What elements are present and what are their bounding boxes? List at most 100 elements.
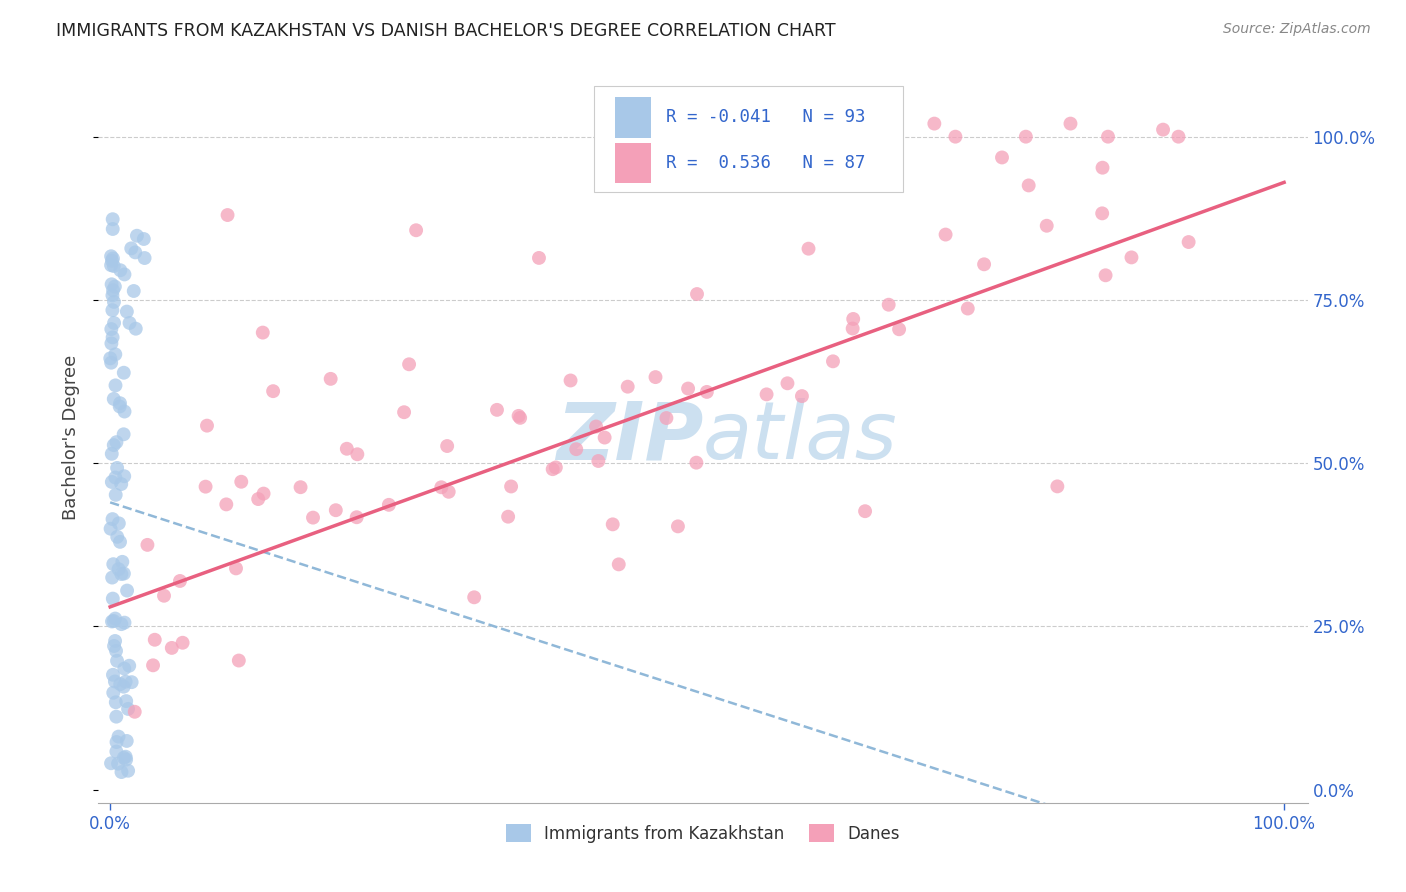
Point bbox=[541, 462, 564, 476]
Point bbox=[112, 366, 135, 380]
Point bbox=[508, 409, 530, 423]
Point bbox=[973, 257, 995, 271]
Point bbox=[544, 460, 567, 475]
Point bbox=[100, 356, 122, 370]
Point bbox=[1018, 178, 1040, 193]
Point bbox=[509, 410, 531, 425]
Point bbox=[336, 442, 359, 456]
Point bbox=[110, 263, 132, 277]
Point bbox=[103, 639, 125, 653]
Point bbox=[115, 734, 138, 748]
Point bbox=[108, 400, 131, 414]
Point bbox=[105, 735, 128, 749]
Point bbox=[125, 228, 148, 243]
Point bbox=[252, 486, 274, 500]
Point bbox=[101, 591, 124, 606]
Point bbox=[108, 534, 131, 549]
Text: R = -0.041   N = 93: R = -0.041 N = 93 bbox=[665, 109, 865, 127]
Point bbox=[112, 566, 135, 581]
Point bbox=[112, 751, 135, 765]
Point bbox=[436, 439, 458, 453]
Point bbox=[430, 480, 453, 494]
Point bbox=[225, 561, 247, 575]
Point bbox=[169, 574, 191, 588]
Point bbox=[956, 301, 979, 316]
Point bbox=[105, 654, 128, 668]
Point bbox=[1152, 122, 1174, 136]
Point bbox=[104, 347, 127, 361]
Point bbox=[1177, 235, 1199, 249]
Point bbox=[644, 370, 666, 384]
Point bbox=[121, 675, 143, 690]
Text: Source: ZipAtlas.com: Source: ZipAtlas.com bbox=[1223, 22, 1371, 37]
Point bbox=[103, 686, 125, 700]
Point bbox=[1167, 129, 1189, 144]
Point bbox=[195, 418, 218, 433]
Point bbox=[112, 662, 135, 676]
Point bbox=[101, 283, 124, 297]
Point bbox=[100, 336, 122, 351]
Point bbox=[143, 632, 166, 647]
Point bbox=[118, 658, 141, 673]
Point bbox=[378, 498, 401, 512]
Point bbox=[105, 745, 128, 759]
Point bbox=[842, 312, 865, 326]
Point bbox=[437, 484, 460, 499]
Point bbox=[101, 615, 124, 629]
Point bbox=[346, 447, 368, 461]
Point bbox=[945, 129, 967, 144]
Point bbox=[1097, 129, 1119, 144]
Point bbox=[101, 288, 124, 302]
Point bbox=[114, 674, 136, 689]
Point bbox=[194, 480, 217, 494]
Point bbox=[1059, 117, 1081, 131]
Point bbox=[114, 749, 136, 764]
Point bbox=[101, 252, 124, 266]
Point bbox=[853, 504, 876, 518]
Point bbox=[790, 389, 813, 403]
Point bbox=[666, 519, 689, 533]
Point bbox=[676, 382, 699, 396]
Point bbox=[100, 249, 122, 263]
Y-axis label: Bachelor's Degree: Bachelor's Degree bbox=[62, 354, 80, 520]
Point bbox=[101, 570, 124, 584]
Point bbox=[103, 316, 125, 330]
FancyBboxPatch shape bbox=[595, 86, 903, 192]
Point bbox=[101, 253, 124, 268]
Point bbox=[797, 242, 820, 256]
Point bbox=[104, 470, 127, 484]
Point bbox=[100, 522, 122, 536]
Point bbox=[103, 438, 125, 452]
Point bbox=[103, 294, 125, 309]
Text: R =  0.536   N = 87: R = 0.536 N = 87 bbox=[665, 153, 865, 172]
Point bbox=[103, 557, 125, 571]
Point bbox=[755, 387, 778, 401]
Point bbox=[112, 680, 135, 694]
Point bbox=[110, 477, 132, 491]
Point bbox=[496, 509, 519, 524]
Point bbox=[101, 330, 124, 344]
Point bbox=[105, 644, 128, 658]
Point bbox=[104, 611, 127, 625]
Point bbox=[114, 615, 136, 630]
Point bbox=[398, 357, 420, 371]
Point bbox=[136, 538, 159, 552]
Point bbox=[104, 634, 127, 648]
Point bbox=[1094, 268, 1116, 283]
Point bbox=[821, 354, 844, 368]
Point bbox=[132, 232, 155, 246]
Point bbox=[325, 503, 347, 517]
Point bbox=[794, 129, 817, 144]
Point bbox=[117, 702, 139, 716]
Point bbox=[105, 530, 128, 544]
Point bbox=[346, 510, 368, 524]
Point bbox=[103, 614, 125, 628]
Point bbox=[1046, 479, 1069, 493]
Point bbox=[215, 497, 238, 511]
Point bbox=[115, 753, 138, 767]
Point bbox=[463, 591, 485, 605]
Point bbox=[696, 384, 718, 399]
Point bbox=[887, 322, 910, 336]
Point bbox=[100, 756, 122, 771]
Text: IMMIGRANTS FROM KAZAKHSTAN VS DANISH BACHELOR'S DEGREE CORRELATION CHART: IMMIGRANTS FROM KAZAKHSTAN VS DANISH BAC… bbox=[56, 22, 835, 40]
